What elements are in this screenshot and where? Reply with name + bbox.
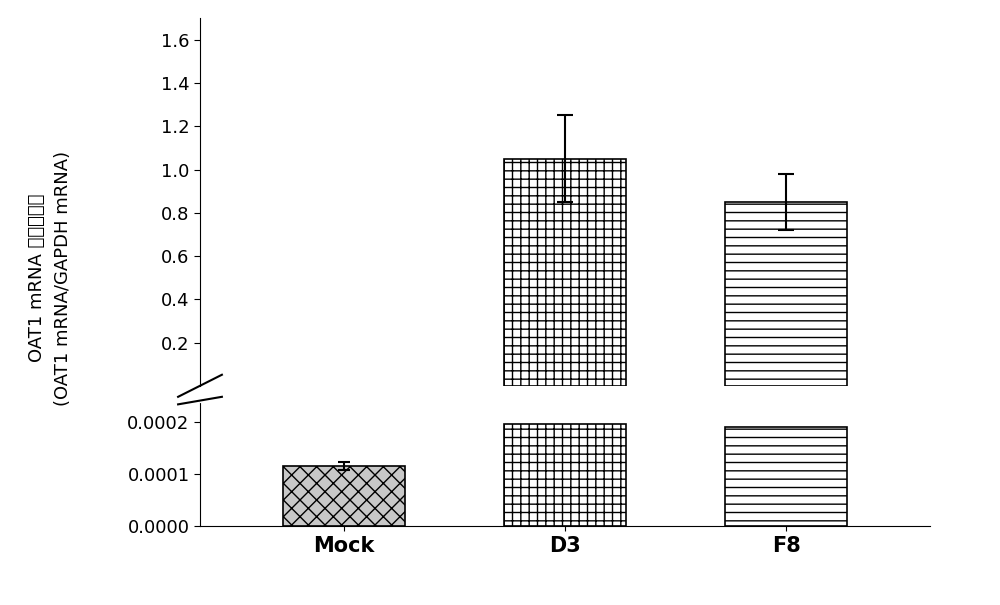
Bar	[725, 202, 847, 386]
Bar	[504, 159, 626, 386]
Bar	[725, 427, 847, 526]
Text: OAT1 mRNA 相对表达量
(OAT1 mRNA/GAPDH mRNA): OAT1 mRNA 相对表达量 (OAT1 mRNA/GAPDH mRNA)	[28, 151, 72, 406]
Bar	[504, 424, 626, 526]
Bar	[283, 466, 405, 526]
